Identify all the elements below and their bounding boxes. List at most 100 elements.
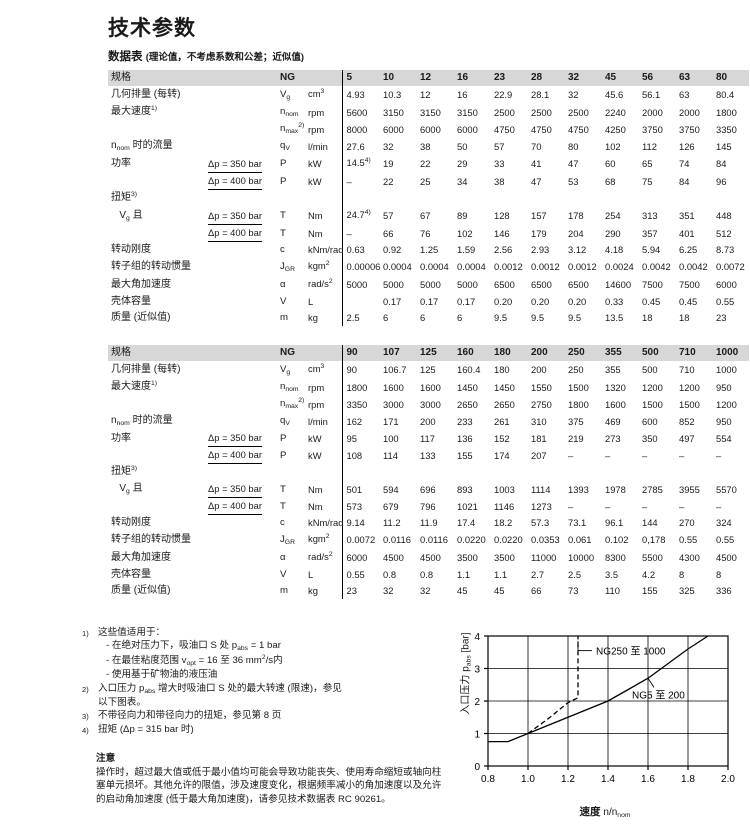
row-label [108,447,208,464]
svg-text:1.6: 1.6 [641,774,655,785]
table-row: 转子组的转动惯量 JGR kgm2 0.00006 0.0004 0.0004 0.0004… [108,258,749,276]
row-symbol: T [280,227,286,239]
table-header-row: 规格 NG 5 10 12 16 23 28 32 45 56 63 80 [108,70,749,86]
data-cell: 28.1 [531,89,550,100]
data-cell [341,190,379,207]
header-size-16: 16 [453,70,490,86]
section-subtitle: 数据表 (理论值，不考虑系数和公差；近似值) [108,48,304,64]
data-cell: 0.0116 [420,534,448,545]
data-cell: 32 [383,140,394,152]
data-cell: 0.0042 [679,261,708,272]
row-unit: kNm/rad [308,517,344,528]
row-symbol: Vg [280,88,291,101]
data-cell: 1600 [605,398,626,410]
row-label: nnom 时的流量 [111,140,173,152]
header-size-5: 5 [341,70,379,86]
table-row: 几何排量 (每转) Vg cm3 4.93 10.3 12 16 22.9 28.1 32 45.6… [108,86,749,104]
data-cell: 60 [605,158,616,169]
data-cell: 6.25 [679,244,698,255]
data-cell: 3150 [383,106,404,118]
row-label: 转动刚度 [111,244,151,255]
footnote-line: 不带径向力和带径向力的扭矩，参见第 8 页 [98,710,282,722]
header-size-10: 10 [379,70,416,86]
data-cell: 0,178 [642,534,666,545]
data-cell: 73 [568,585,579,596]
header-size-710: 710 [675,345,712,361]
data-cell: 17.4 [457,517,476,528]
data-cell: 9.5 [568,312,582,323]
data-cell: 233 [457,415,473,427]
header-ng: NG [280,70,308,86]
data-cell: 0.0072 [716,261,745,272]
data-cell: 112 [642,140,657,152]
footnote-marker: 4) [82,725,89,735]
row-symbol: c [280,517,285,528]
row-condition [208,294,280,310]
data-cell: 796 [420,500,436,512]
row-condition: Δp = 350 bar [208,430,280,447]
row-unit: kW [308,432,322,444]
data-cell: 133 [420,449,436,461]
data-cell: 4750 [568,123,589,135]
data-cell: 2650 [457,398,478,410]
row-symbol: qV [280,415,290,427]
data-cell: 90 [341,361,379,379]
data-cell: 500 [642,364,658,375]
data-cell: 950 [716,381,732,393]
data-cell: 32 [383,585,394,596]
data-cell: – [642,500,648,512]
data-cell: 2000 [679,106,700,118]
data-cell: 3750 [642,123,663,135]
data-cell: 3.12 [568,244,587,255]
table-row: 壳体容量 V L 0.55 0.8 0.8 1.1 1.1 2.7 2.5 3.5 4.2 8 8 [108,567,749,583]
row-label: 最大角加速度 [111,279,171,290]
data-cell: 350 [642,432,658,444]
table-row: 转动刚度 c kNm/rad 9.14 11.2 11.9 17.4 18.2 57.3 73.1… [108,515,749,531]
table-row: 转子组的转动惯量 JGR kgm2 0.0072 0.0116 0.0116 0.0220 0… [108,531,749,549]
data-cell: 0.20 [568,296,587,307]
data-cell: 0.0220 [494,534,523,545]
data-cell: 152 [494,432,510,444]
data-cell: 45 [457,585,468,596]
row-condition: Δp = 400 bar [208,447,280,464]
data-cell: 10000 [568,552,595,563]
row-symbol: nnom [280,381,299,393]
header-size-90: 90 [341,345,379,361]
data-cell: 27.6 [341,138,379,155]
data-cell: 6 [457,312,463,323]
data-cell: 950 [716,415,732,427]
data-cell: 75 [642,175,653,187]
data-cell: 65 [642,158,653,169]
data-cell [453,190,490,207]
data-cell: 70 [531,140,542,152]
header-size-28: 28 [527,70,564,86]
data-cell: 6000 [420,123,441,135]
data-cell: 6000 [457,123,478,135]
data-cell: 573 [341,498,379,515]
data-cell: 45.6 [605,89,624,100]
row-label: 转子组的转动惯量 [111,534,191,545]
row-label: 质量 (近似值) [111,585,171,596]
header-size-32: 32 [564,70,601,86]
row-unit: l/min [308,140,328,152]
data-cell: 3500 [494,552,515,563]
table-row: 最大角加速度 α rad/s2 6000 4500 4500 3500 3500 11000 10… [108,549,749,567]
data-cell: 57.3 [531,517,550,528]
data-cell: 5.94 [642,244,661,255]
data-cell: 38 [494,175,505,187]
data-cell: 355 [605,364,621,375]
data-cell: 0.63 [341,242,379,258]
header-size-200: 200 [527,345,564,361]
data-cell: – [679,449,685,461]
data-cell: 4750 [531,123,552,135]
attention-title: 注意 [96,753,116,764]
row-condition [208,121,280,138]
data-cell: 100 [383,432,399,444]
footnote-line: 这些值适用于： [98,627,166,638]
data-cell: 181 [531,432,547,444]
footnote-line: - 在最佳粘度范围 vopt = 16 至 36 mm2/s内 [106,653,283,667]
row-symbol: JGR [280,533,295,546]
data-cell: 128 [494,210,510,221]
data-cell: 0.0012 [494,261,523,272]
